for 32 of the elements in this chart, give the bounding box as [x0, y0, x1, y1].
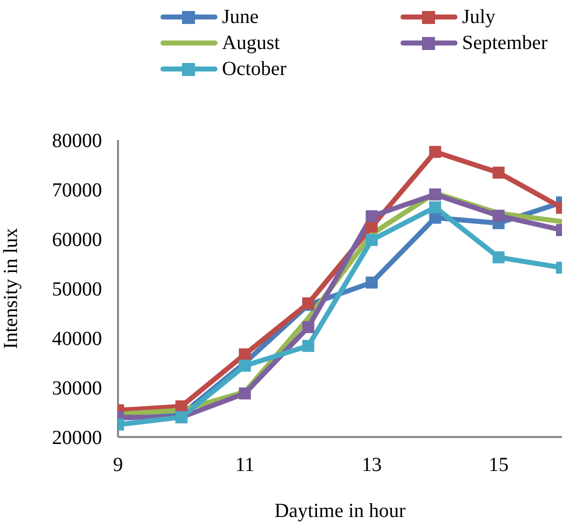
point — [366, 276, 378, 289]
y-tick-label: 50000 — [52, 278, 102, 301]
y-axis-title: Intensity in lux — [0, 228, 22, 350]
legend-label: August — [222, 31, 280, 56]
point — [429, 201, 442, 214]
legend-label: October — [222, 57, 286, 82]
point — [238, 387, 251, 400]
point — [492, 251, 505, 264]
point — [492, 210, 505, 222]
legend-label: June — [222, 5, 259, 30]
x-tick-label: 11 — [235, 454, 254, 476]
x-tick-label: 15 — [488, 454, 509, 476]
legend-label: July — [462, 5, 496, 30]
y-tick-label: 40000 — [52, 328, 102, 350]
point — [492, 166, 505, 179]
y-tick-label: 20000 — [52, 427, 102, 450]
point — [366, 210, 378, 222]
point — [238, 348, 251, 360]
x-tick-label: 9 — [113, 454, 123, 476]
point — [429, 188, 442, 200]
y-tick-label: 30000 — [52, 378, 102, 400]
point — [302, 321, 314, 334]
legend-label: September — [462, 31, 548, 56]
point — [302, 340, 314, 352]
y-tick-label: 80000 — [52, 130, 102, 152]
y-tick-label: 60000 — [52, 229, 102, 252]
x-tick-label: 13 — [362, 454, 382, 476]
point — [366, 234, 378, 246]
point — [429, 146, 442, 158]
x-axis-title: Daytime in hour — [274, 500, 406, 522]
point — [238, 360, 251, 372]
y-tick-label: 70000 — [52, 180, 102, 202]
